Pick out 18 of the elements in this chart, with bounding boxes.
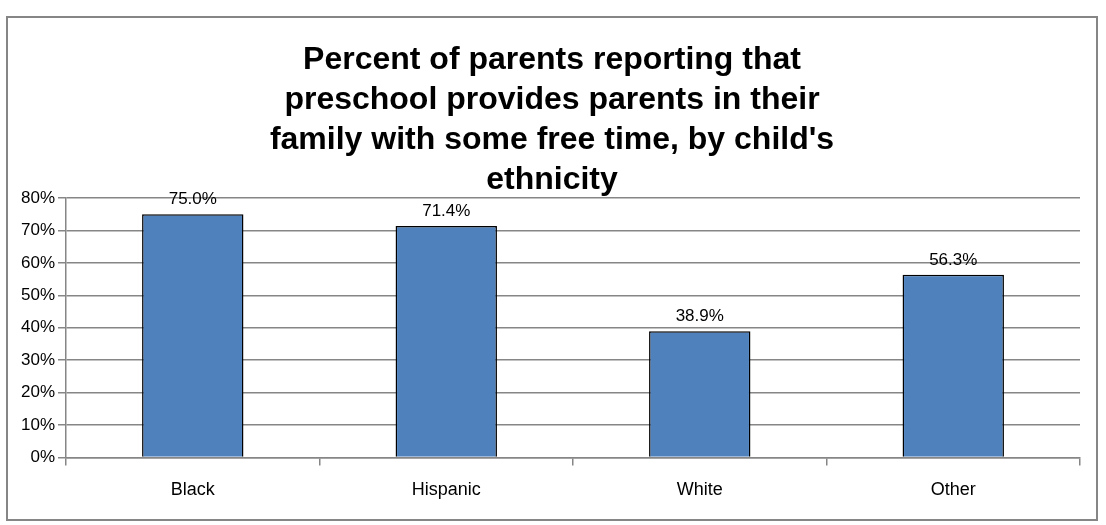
x-tick-label: Hispanic (411, 479, 481, 500)
y-tick-label: 0% (30, 447, 56, 467)
data-label: 38.9% (675, 306, 724, 326)
y-tick-label: 10% (20, 414, 56, 434)
data-label: 71.4% (422, 201, 471, 221)
y-tick-label: 50% (20, 284, 56, 304)
x-tick-label: White (676, 479, 723, 500)
y-tick-label: 40% (20, 317, 56, 337)
y-tick-label: 70% (20, 220, 56, 240)
data-label: 75.0% (168, 189, 217, 209)
x-tick-label: Other (930, 479, 976, 500)
data-label: 56.3% (929, 250, 978, 270)
y-tick-label: 20% (20, 382, 56, 402)
y-tick-label: 30% (20, 349, 56, 369)
y-tick-label: 80% (20, 187, 56, 207)
chart-title: Percent of parents reporting that preschool provides parents in their family with some free time, by child's ethnicity (269, 40, 835, 196)
y-tick-label: 60% (20, 252, 56, 272)
x-tick-label: Black (170, 479, 216, 500)
